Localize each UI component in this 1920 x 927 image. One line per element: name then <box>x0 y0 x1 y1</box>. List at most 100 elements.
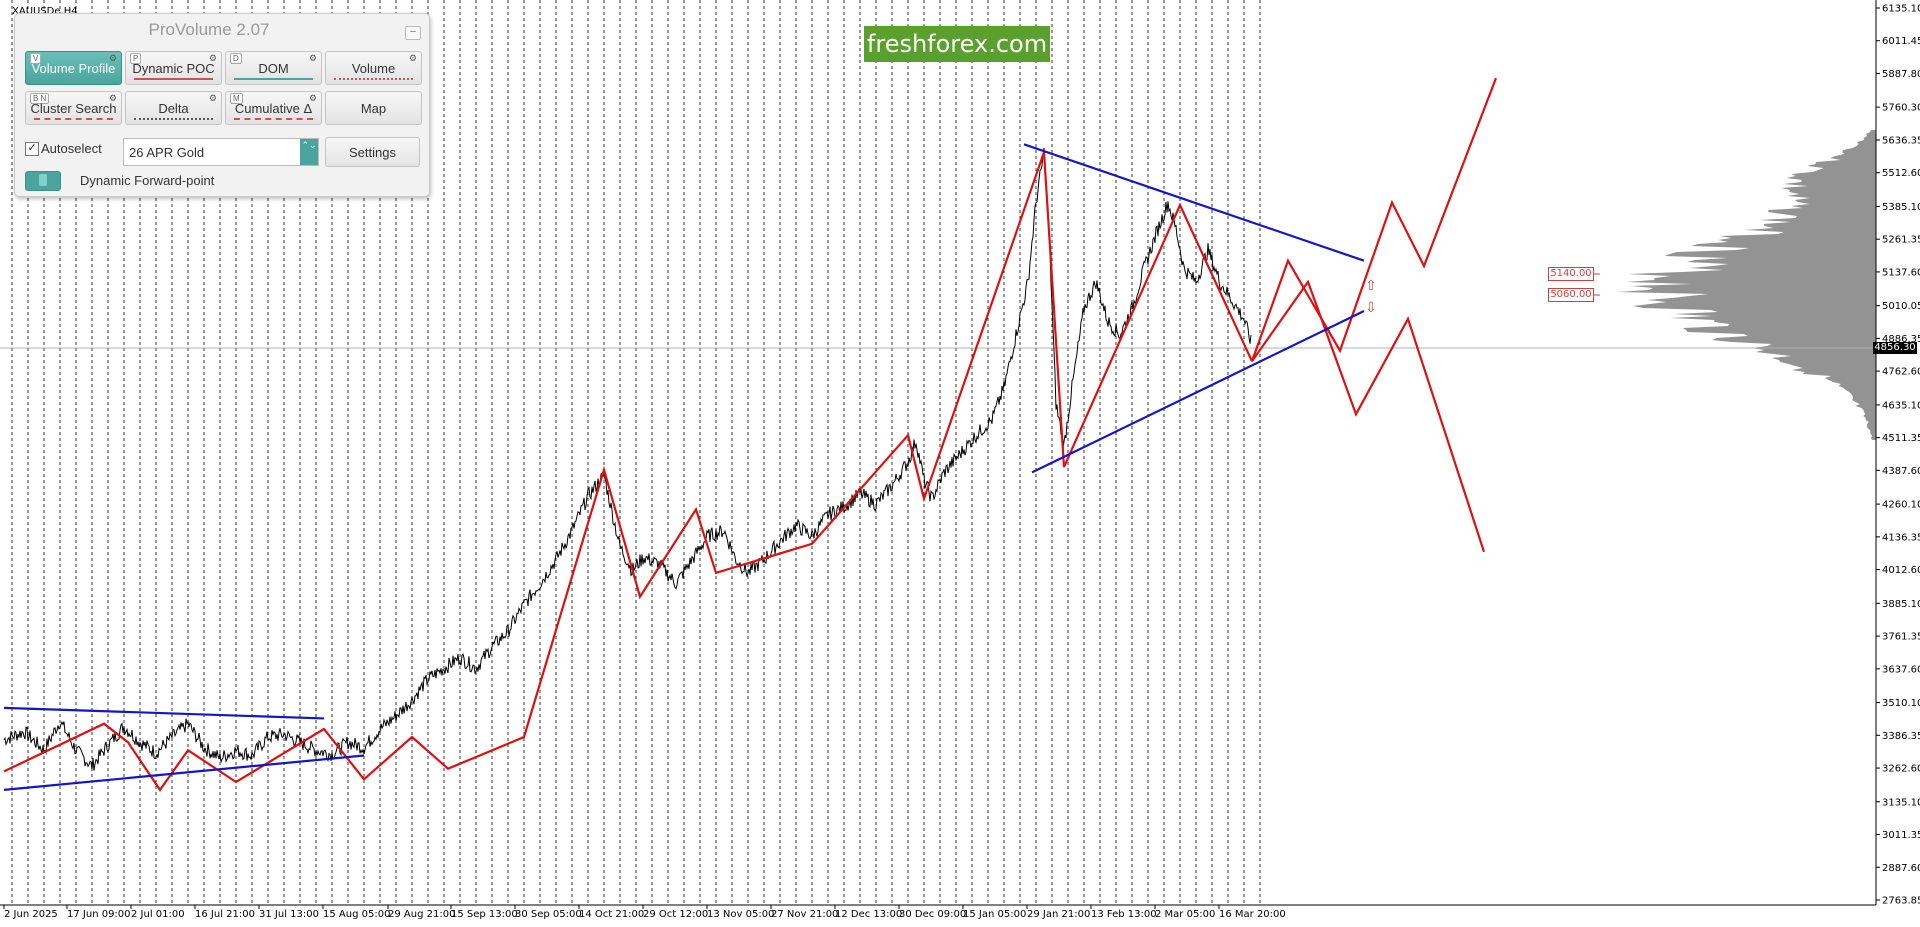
button-label: DOM <box>258 61 289 76</box>
x-tick-label: 16 Jul 21:00 <box>195 909 255 920</box>
y-tick-label: 5887.80 <box>1882 69 1920 80</box>
autoselect-label: Autoselect <box>41 141 102 156</box>
y-tick-label: 3262.60 <box>1882 764 1920 775</box>
y-tick-label: 3510.10 <box>1882 698 1920 709</box>
x-tick-label: 15 Jan 05:00 <box>963 909 1026 920</box>
y-tick-label: 5760.30 <box>1882 103 1920 114</box>
cluster-search-button[interactable]: B N ⚙ Cluster Search <box>25 91 122 125</box>
x-tick-label: 12 Dec 13:00 <box>835 909 902 920</box>
forecast-up-line <box>1250 77 1498 362</box>
forecast-down-line <box>1251 279 1486 553</box>
y-tick-label: 4012.60 <box>1882 565 1920 576</box>
x-tick-label: 13 Feb 13:00 <box>1091 909 1157 920</box>
poc-deco <box>134 75 213 80</box>
volume-profile-button[interactable]: V ⚙ Volume Profile <box>25 51 122 85</box>
button-label: Volume <box>351 61 396 76</box>
trendline <box>1031 309 1365 474</box>
level-label-5140: 5140.00 <box>1548 267 1594 281</box>
gear-icon[interactable]: ⚙ <box>108 53 117 63</box>
delta-deco <box>134 115 213 120</box>
button-label: Cluster Search <box>30 101 117 116</box>
y-tick-label: 4136.35 <box>1882 532 1920 543</box>
y-tick-label: 5512.60 <box>1882 168 1920 179</box>
x-tick-label: 29 Aug 21:00 <box>388 909 455 920</box>
price-axis: 6135.10 6011.45 5887.80 5760.30 5636.35 5512.… <box>1876 4 1920 907</box>
y-tick-label: 3135.10 <box>1882 797 1920 808</box>
x-tick-label: 30 Sep 05:00 <box>515 909 582 920</box>
trendline <box>3 754 365 791</box>
hotkey-badge: P <box>130 53 142 64</box>
volume-profile-shape <box>1617 130 1876 440</box>
y-tick-label: 3011.35 <box>1882 830 1920 841</box>
y-tick-label: 5385.10 <box>1882 202 1920 213</box>
hotkey-badge: D <box>230 53 242 64</box>
delta-button[interactable]: ⚙ Delta <box>125 91 222 125</box>
level-label-5060: 5060.00 <box>1548 288 1594 302</box>
cumulative-delta-button[interactable]: M ⚙ Cumulative Δ <box>225 91 322 125</box>
y-tick-label: 4260.10 <box>1882 500 1920 511</box>
period-separators <box>11 0 1261 905</box>
y-tick-label: 3761.35 <box>1882 632 1920 643</box>
dom-button[interactable]: D ⚙ DOM <box>225 51 322 85</box>
x-tick-label: 31 Jul 13:00 <box>259 909 319 920</box>
hotkey-badge: M <box>230 93 243 104</box>
x-tick-label: 29 Jan 21:00 <box>1027 909 1090 920</box>
y-tick-label: 4387.60 <box>1882 466 1920 477</box>
instrument-value: 26 APR Gold <box>129 145 205 160</box>
x-tick-label: 16 Mar 20:00 <box>1219 909 1286 920</box>
y-tick-label: 3885.10 <box>1882 599 1920 610</box>
hotkey-badge: B N <box>30 93 50 104</box>
gear-icon[interactable]: ⚙ <box>208 53 217 63</box>
autoselect-checkbox[interactable]: ✓ <box>25 142 39 156</box>
x-tick-label: 29 Oct 12:00 <box>643 909 708 920</box>
x-tick-label: 14 Oct 21:00 <box>579 909 644 920</box>
x-tick-label: 15 Sep 13:00 <box>451 909 518 920</box>
dynamic-poc-button[interactable]: P ⚙ Dynamic POC <box>125 51 222 85</box>
gear-icon[interactable]: ⚙ <box>308 93 317 103</box>
x-tick-label: 27 Nov 21:00 <box>771 909 838 920</box>
button-label: Dynamic POC <box>132 61 215 76</box>
button-label: Delta <box>158 101 189 116</box>
dom-deco <box>234 75 313 80</box>
time-axis: 2 Jun 2025 17 Jun 09:00 2 Jul 01:00 16 Jul … <box>3 905 1286 920</box>
y-tick-label: 3386.35 <box>1882 731 1920 742</box>
button-label: Map <box>360 101 387 116</box>
gear-icon[interactable]: ⚙ <box>108 93 117 103</box>
instrument-select[interactable]: 26 APR Gold ⌃⌄ <box>123 138 319 166</box>
settings-button[interactable]: Settings <box>325 137 420 167</box>
forward-point-label: Dynamic Forward-point <box>80 173 215 188</box>
spin-arrows-icon[interactable]: ⌃⌄ <box>300 139 318 165</box>
gear-icon[interactable]: ⚙ <box>408 53 417 63</box>
brand-logo: freshforex.com <box>864 26 1050 62</box>
symbol-label: XAUUSDe,H4 <box>12 6 78 17</box>
y-tick-label: 6135.10 <box>1882 4 1920 15</box>
y-tick-label: 3637.60 <box>1882 664 1920 675</box>
volume-deco <box>334 75 413 80</box>
x-tick-label: 2 Mar 05:00 <box>1155 909 1215 920</box>
forward-point-toggle[interactable] <box>25 171 61 191</box>
trendline <box>3 706 325 720</box>
y-tick-label: 5261.35 <box>1882 235 1920 246</box>
toggle-knob <box>39 174 47 186</box>
zigzag-lines <box>3 77 1498 792</box>
cluster-deco <box>34 115 113 120</box>
x-tick-label: 15 Aug 05:00 <box>323 909 390 920</box>
arrow-down-icon: ⇩ <box>1365 299 1377 315</box>
cumulative-deco <box>234 115 313 120</box>
gear-icon[interactable]: ⚙ <box>208 93 217 103</box>
y-tick-label: 4762.60 <box>1882 367 1920 378</box>
volume-button[interactable]: ⚙ Volume <box>325 51 422 85</box>
y-tick-label: 4886.35 <box>1882 334 1920 345</box>
map-button[interactable]: Map <box>325 91 422 125</box>
trendline <box>1023 143 1365 262</box>
gear-icon[interactable]: ⚙ <box>308 53 317 63</box>
minimize-button[interactable]: – <box>405 26 421 40</box>
x-tick-label: 30 Dec 09:00 <box>899 909 966 920</box>
zigzag-line <box>3 151 1253 792</box>
button-label: Volume Profile <box>31 61 116 76</box>
y-tick-label: 5137.60 <box>1882 267 1920 278</box>
y-tick-label: 5010.05 <box>1882 301 1920 312</box>
button-label: Cumulative Δ <box>234 101 313 116</box>
arrow-up-icon: ⇧ <box>1365 277 1377 293</box>
